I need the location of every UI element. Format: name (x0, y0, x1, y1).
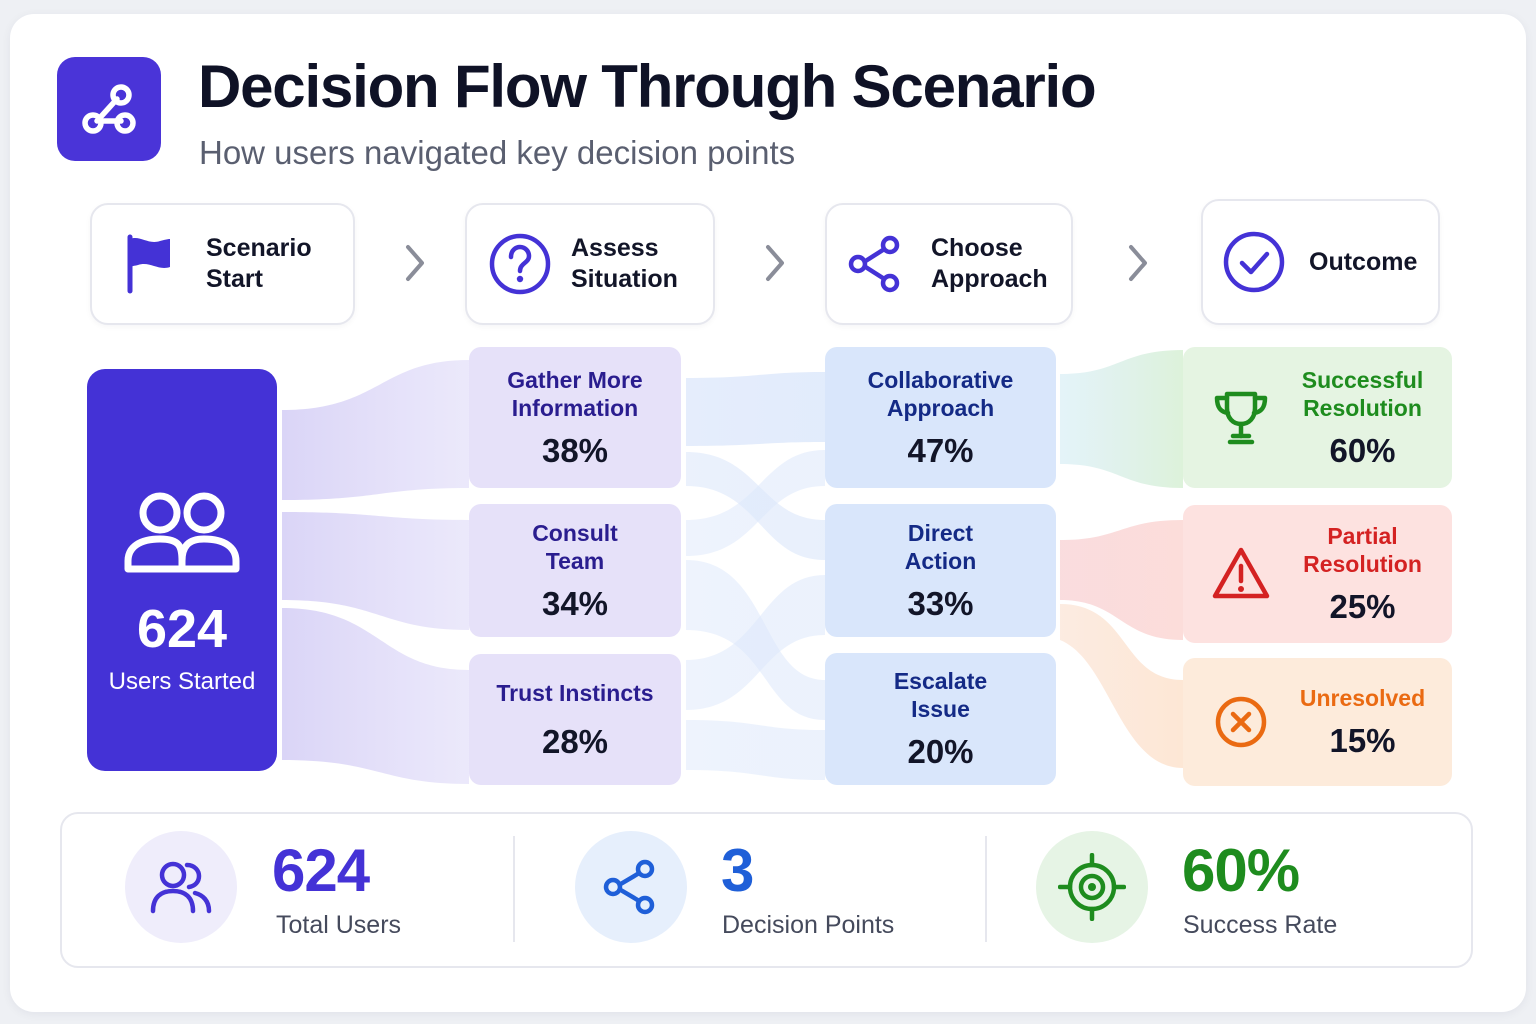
option-percent: 47% (907, 431, 974, 469)
flow-start-consult (282, 512, 469, 630)
option-percent: 38% (541, 431, 609, 469)
option-direct-action: Direct Action 33% (825, 504, 1056, 637)
chevron-right-icon (1129, 245, 1147, 281)
option-label: Trust Instincts (496, 679, 654, 706)
option-label: Consult Team (532, 519, 618, 574)
option-escalate-issue: Escalate Issue 20% (825, 653, 1056, 785)
flow-start-gather (282, 360, 469, 500)
chevron-right-icon (406, 245, 424, 281)
flow-trust-escalate (686, 720, 825, 780)
stage-label: Scenario Start (206, 234, 312, 293)
users-started-node: 624 Users Started (87, 369, 277, 771)
total-users-value: 624 (272, 837, 370, 904)
option-percent: 28% (541, 722, 609, 760)
outcome-unresolved: Unresolved 15% (1183, 658, 1452, 786)
x-circle-icon (1193, 694, 1289, 750)
outcome-successful-resolution: Successful Resolution 60% (1183, 347, 1452, 488)
option-consult-team: Consult Team 34% (469, 504, 681, 637)
flow-direct-partial (1060, 520, 1183, 640)
target-icon (1036, 831, 1148, 943)
flow-direct-unresolved (1060, 604, 1183, 768)
users-started-label: Users Started (108, 668, 256, 695)
trophy-icon (1193, 388, 1289, 448)
flow-gather-collab (686, 372, 825, 446)
flow-collab-success (1060, 350, 1183, 488)
warning-icon (1193, 546, 1289, 602)
success-rate-value: 60% (1182, 837, 1300, 904)
stat-divider (513, 836, 515, 942)
total-users-label: Total Users (276, 911, 402, 939)
outcome-percent: 60% (1329, 431, 1396, 469)
chevron-right-icon (766, 245, 784, 281)
flow-consult-collab (686, 450, 825, 556)
question-circle-icon (485, 232, 555, 296)
page-title: Decision Flow Through Scenario (198, 53, 1097, 120)
outcome-percent: 25% (1329, 588, 1396, 625)
option-label: Direct Action (904, 519, 977, 574)
decision-points-value: 3 (721, 837, 754, 904)
flow-trust-direct (686, 575, 825, 710)
flag-icon (114, 233, 184, 295)
stage-choose-approach: Choose Approach (825, 203, 1073, 325)
check-circle-icon (1219, 230, 1289, 294)
share-nodes-icon (57, 57, 161, 161)
stage-scenario-start: Scenario Start (90, 203, 355, 325)
stage-label: Choose Approach (931, 234, 1048, 293)
success-rate-label: Success Rate (1183, 911, 1338, 939)
outcome-label: Partial Resolution (1303, 523, 1422, 577)
share-nodes-icon (575, 831, 687, 943)
stage-label: Outcome (1309, 247, 1418, 276)
option-percent: 20% (907, 733, 974, 770)
option-gather-more-information: Gather More Information 38% (469, 347, 681, 488)
option-percent: 33% (907, 584, 974, 622)
page-subtitle: How users navigated key decision points (199, 134, 796, 171)
decision-points-label: Decision Points (722, 911, 895, 939)
stat-divider (985, 836, 987, 942)
stage-outcome: Outcome (1201, 199, 1440, 325)
users-icon (125, 831, 237, 943)
flow-start-trust (282, 608, 469, 784)
share-nodes-icon (841, 232, 911, 296)
outcome-percent: 15% (1329, 722, 1396, 759)
option-label: Gather More Information (507, 366, 643, 421)
option-percent: 34% (541, 584, 609, 622)
users-icon (124, 487, 240, 580)
option-trust-instincts: Trust Instincts 28% (469, 654, 681, 785)
users-started-count: 624 (136, 599, 228, 659)
stage-label: Assess Situation (571, 234, 678, 293)
outcome-label: Successful Resolution (1301, 366, 1424, 421)
summary-stats-panel (60, 812, 1473, 968)
option-label: Escalate Issue (893, 668, 988, 722)
option-collaborative-approach: Collaborative Approach 47% (825, 347, 1056, 488)
outcome-label: Unresolved (1299, 685, 1426, 711)
option-label: Collaborative Approach (867, 366, 1014, 421)
outcome-partial-resolution: Partial Resolution 25% (1183, 505, 1452, 643)
stage-assess-situation: Assess Situation (465, 203, 715, 325)
